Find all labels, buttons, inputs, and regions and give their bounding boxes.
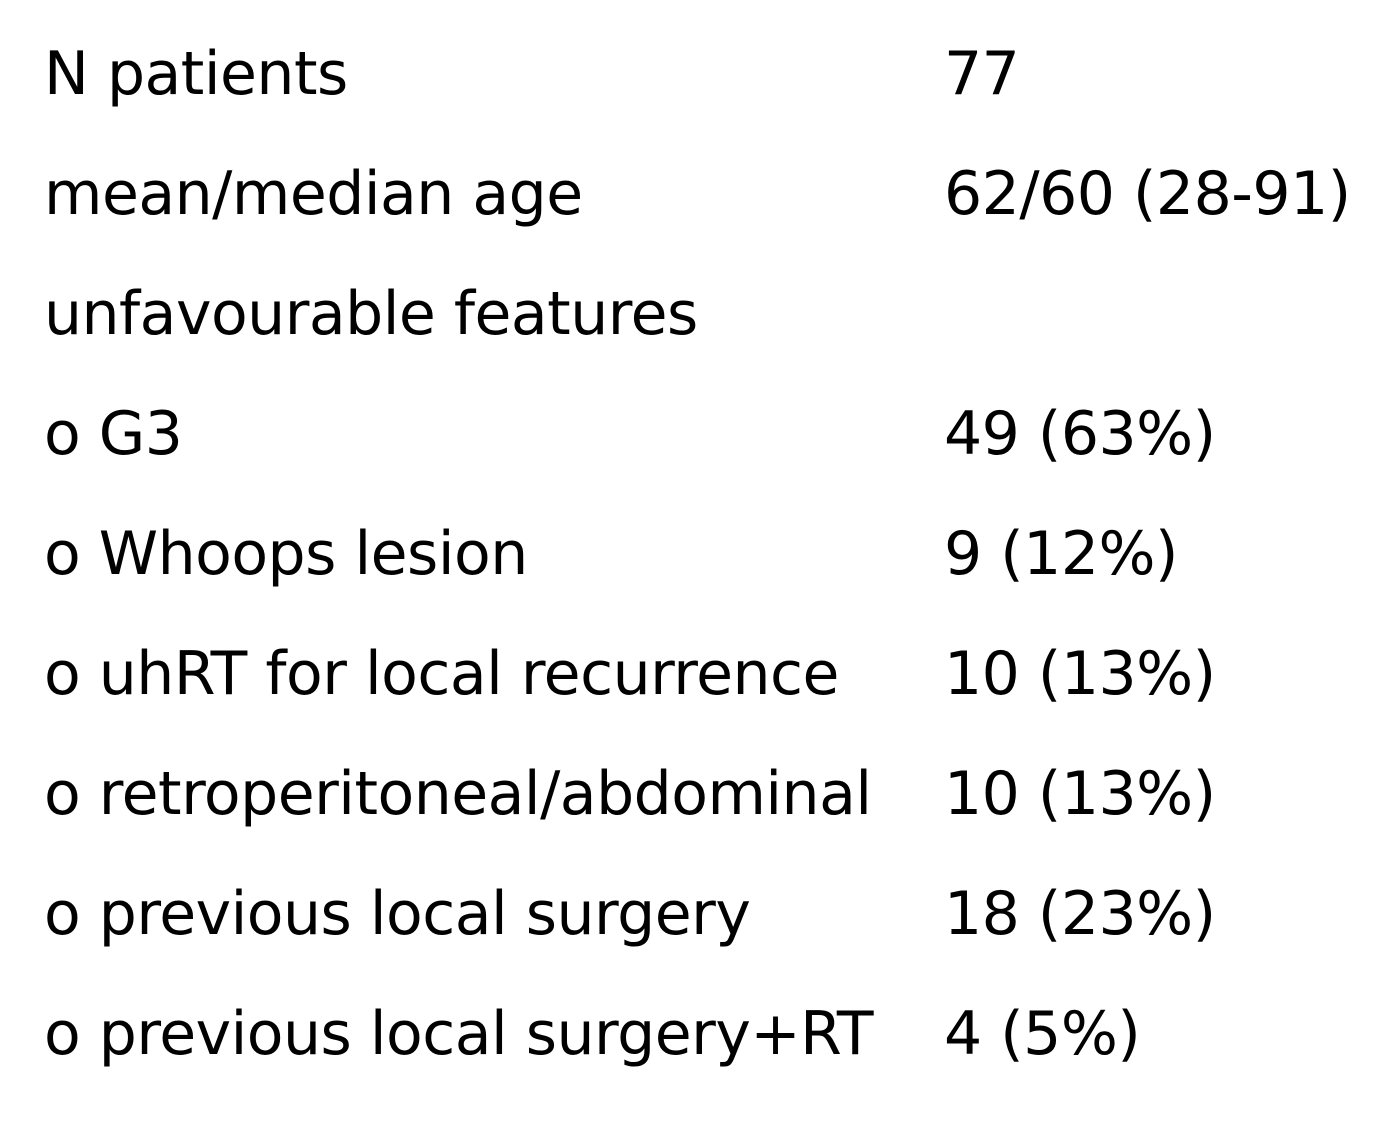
row-value: 9 (12%) — [944, 519, 1178, 589]
table-row: o previous local surgery 18 (23%) — [44, 854, 1384, 974]
row-label: o G3 — [44, 399, 183, 469]
table-row: o G3 49 (63%) — [44, 374, 1384, 494]
table-row: o uhRT for local recurrence 10 (13%) — [44, 614, 1384, 734]
table-row: o Whoops lesion 9 (12%) — [44, 494, 1384, 614]
row-value: 4 (5%) — [944, 999, 1141, 1069]
row-label: o Whoops lesion — [44, 519, 528, 589]
row-value: 62/60 (28-91) — [944, 159, 1351, 229]
row-value: 49 (63%) — [944, 399, 1216, 469]
patient-characteristics-table: N patients 77 mean/median age 62/60 (28-… — [44, 14, 1384, 1094]
row-value: 77 — [944, 39, 1020, 109]
table-row: unfavourable features — [44, 254, 1384, 374]
row-value: 10 (13%) — [944, 639, 1216, 709]
row-value: 18 (23%) — [944, 879, 1216, 949]
row-label: o uhRT for local recurrence — [44, 639, 839, 709]
row-label: o previous local surgery — [44, 879, 751, 949]
row-label: N patients — [44, 39, 348, 109]
row-value: 10 (13%) — [944, 759, 1216, 829]
row-label: unfavourable features — [44, 279, 698, 349]
row-label: mean/median age — [44, 159, 583, 229]
table-row: o retroperitoneal/abdominal 10 (13%) — [44, 734, 1384, 854]
table-row: N patients 77 — [44, 14, 1384, 134]
row-label: o retroperitoneal/abdominal — [44, 759, 872, 829]
row-label: o previous local surgery+RT — [44, 999, 874, 1069]
table-row: mean/median age 62/60 (28-91) — [44, 134, 1384, 254]
table-row: o previous local surgery+RT 4 (5%) — [44, 974, 1384, 1094]
